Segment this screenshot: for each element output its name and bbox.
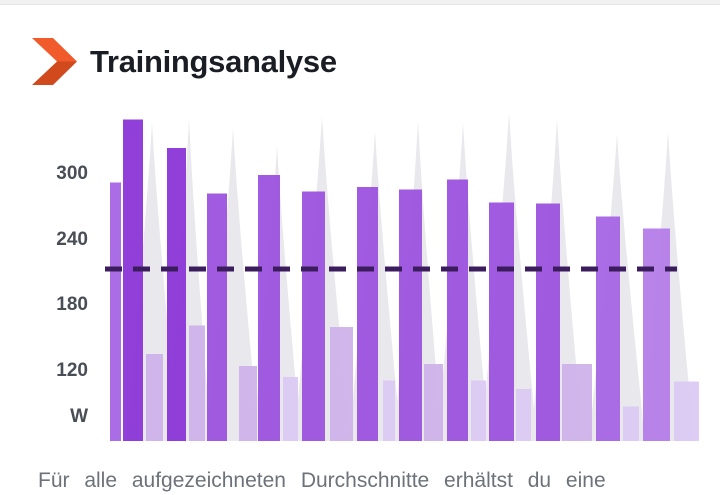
y-axis-tick: 240 xyxy=(56,228,88,250)
power-bar[interactable] xyxy=(123,119,143,442)
top-divider xyxy=(0,0,720,5)
power-bar[interactable] xyxy=(207,193,227,441)
app-header: Trainingsanalyse xyxy=(30,38,337,85)
power-bar[interactable] xyxy=(383,380,395,441)
power-bar[interactable] xyxy=(399,189,422,441)
power-bar[interactable] xyxy=(239,366,257,441)
power-bar[interactable] xyxy=(330,326,353,441)
power-bar[interactable] xyxy=(536,203,560,442)
power-bar[interactable] xyxy=(643,228,670,441)
power-bar[interactable] xyxy=(424,364,443,441)
power-bar[interactable] xyxy=(189,325,205,441)
power-bar[interactable] xyxy=(447,179,468,442)
y-axis-tick: 180 xyxy=(56,294,88,315)
y-axis-tick: 120 xyxy=(56,359,88,381)
power-bar[interactable] xyxy=(258,175,280,441)
power-bar[interactable] xyxy=(471,380,486,441)
power-bar[interactable] xyxy=(596,216,620,441)
power-bar[interactable] xyxy=(623,406,639,442)
y-axis-tick: 300 xyxy=(56,163,88,184)
power-bar[interactable] xyxy=(489,202,514,441)
power-bar[interactable] xyxy=(674,381,699,441)
power-bar[interactable] xyxy=(357,187,378,441)
brand-chevron-icon xyxy=(32,38,77,85)
page-title: Trainingsanalyse xyxy=(90,43,337,79)
power-bar[interactable] xyxy=(302,191,325,442)
power-bar[interactable] xyxy=(110,182,121,441)
power-bar[interactable] xyxy=(146,354,163,441)
training-chart xyxy=(105,112,699,442)
power-bar[interactable] xyxy=(516,389,531,441)
caption-text: Für alle aufgezeichneten Durchschnitte e… xyxy=(38,469,606,492)
power-bar[interactable] xyxy=(562,364,592,441)
power-bar[interactable] xyxy=(167,147,186,442)
y-axis-unit-label: W xyxy=(70,406,88,427)
power-bar[interactable] xyxy=(283,377,298,441)
